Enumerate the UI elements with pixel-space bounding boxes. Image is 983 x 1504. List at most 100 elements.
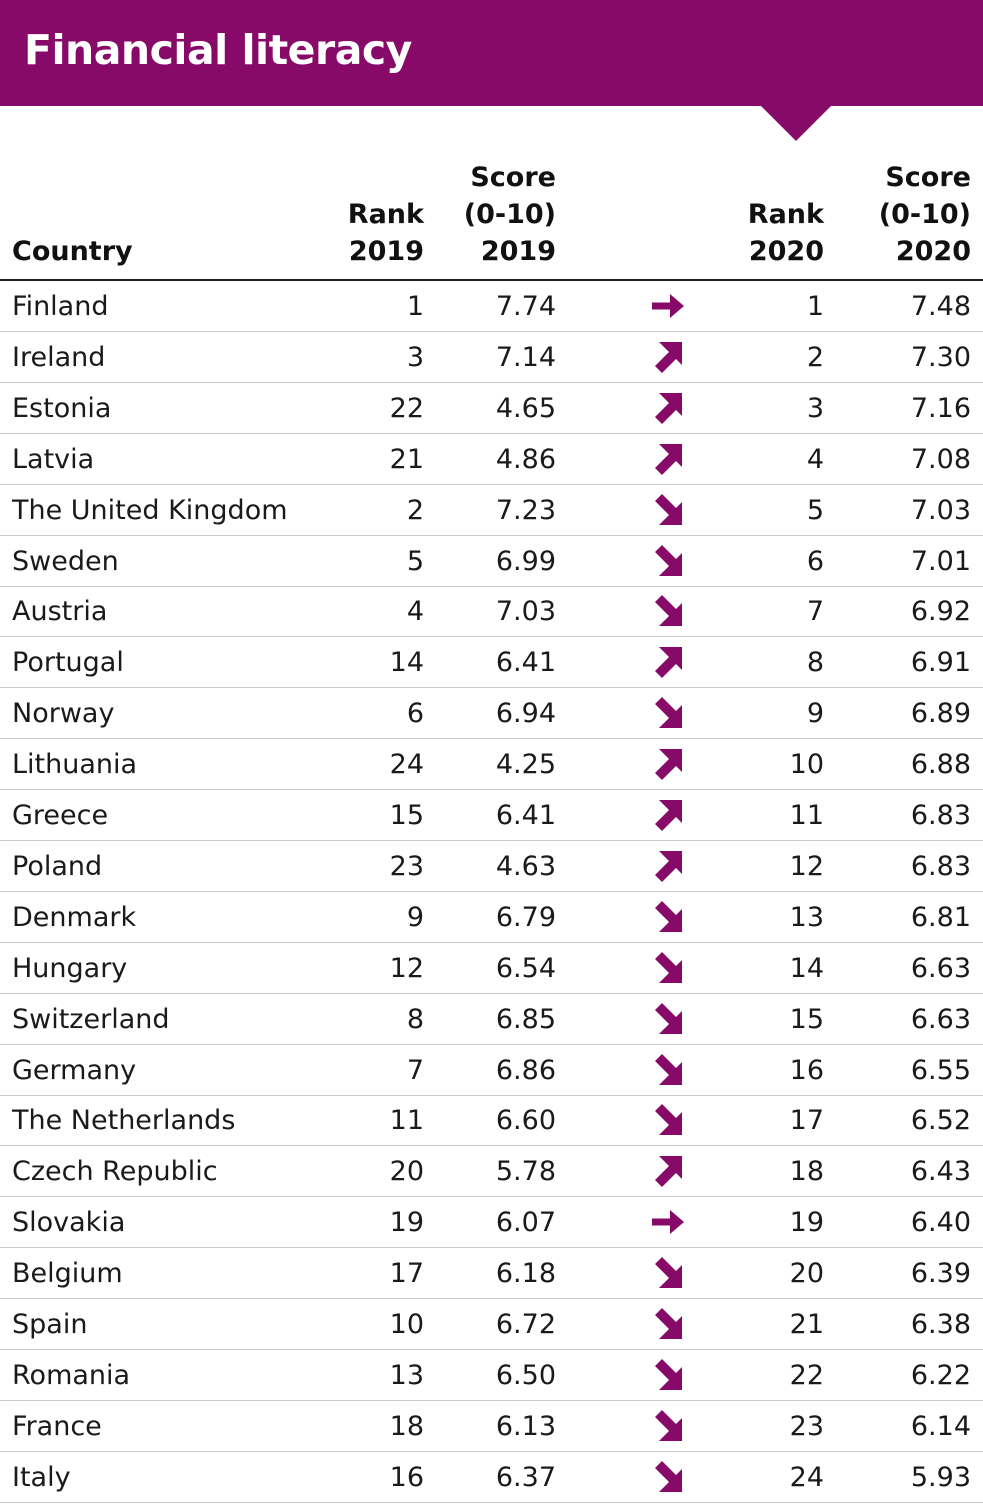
header-rank-2019: Rank 2019	[347, 199, 424, 267]
table-row: Ireland 3 7.14 2 7.30	[0, 332, 983, 383]
score-2019-cell: 6.72	[495, 1309, 556, 1340]
score-2019-cell: 6.85	[495, 1003, 556, 1035]
country-cell: Ireland	[12, 341, 106, 373]
row-divider	[0, 738, 983, 740]
country-cell: Italy	[12, 1461, 71, 1493]
rank-2020-cell: 12	[789, 850, 824, 882]
score-2020-cell: 5.93	[910, 1461, 971, 1493]
rank-2020-cell: 10	[789, 749, 824, 781]
country-cell: Finland	[12, 291, 109, 322]
country-cell: The Netherlands	[12, 1105, 236, 1137]
score-2020-cell: 6.83	[910, 800, 971, 831]
score-2019-cell: 6.99	[495, 545, 556, 577]
rank-2020-cell: 1	[806, 291, 824, 322]
rank-2020-cell: 16	[789, 1054, 824, 1086]
country-cell: Czech Republic	[12, 1156, 218, 1188]
score-2019-cell: 5.78	[495, 1156, 556, 1188]
rank-2019-cell: 18	[389, 1410, 424, 1442]
score-2019-cell: 6.37	[495, 1461, 556, 1493]
score-2020-cell: 7.01	[910, 545, 971, 577]
country-cell: Slovakia	[12, 1207, 126, 1239]
score-2019-cell: 7.74	[495, 291, 556, 322]
table-row: Switzerland 8 6.85 15 6.63	[0, 994, 983, 1045]
rank-2020-cell: 8	[806, 647, 824, 679]
arrow-down-right-icon	[650, 1460, 686, 1493]
row-divider	[0, 1349, 983, 1350]
row-divider	[0, 941, 983, 943]
arrow-up-right-icon	[650, 1155, 686, 1188]
score-2020-cell: 6.89	[910, 698, 971, 730]
table-row: Czech Republic 20 5.78 18 6.43	[0, 1146, 983, 1198]
arrow-down-right-icon	[650, 493, 686, 526]
header-country: Country	[12, 236, 133, 267]
rank-2019-cell: 13	[389, 1359, 424, 1391]
country-cell: Switzerland	[12, 1003, 170, 1035]
score-2020-cell: 6.39	[910, 1258, 971, 1290]
score-2020-cell: 7.48	[910, 291, 971, 322]
arrow-up-right-icon	[650, 341, 686, 373]
country-cell: Romania	[12, 1359, 131, 1391]
row-divider	[0, 1450, 983, 1452]
rank-2019-cell: 1	[406, 291, 424, 322]
table-row: Norway 6 6.94 9 6.89	[0, 688, 983, 740]
arrow-up-right-icon	[650, 443, 686, 475]
table-row: Romania 13 6.50 22 6.22	[0, 1350, 983, 1401]
country-cell: Germany	[12, 1054, 137, 1086]
arrow-down-right-icon	[650, 1053, 686, 1086]
score-2020-cell: 6.83	[910, 850, 971, 882]
rank-2019-cell: 4	[406, 596, 424, 628]
score-2020-cell: 6.63	[910, 952, 971, 984]
rank-2020-cell: 23	[789, 1410, 824, 1442]
table-row: The Netherlands 11 6.60 17 6.52	[0, 1095, 983, 1147]
table-row: France 18 6.13 23 6.14	[0, 1401, 983, 1452]
country-cell: Norway	[12, 698, 115, 730]
table-row: Denmark 9 6.79 13 6.81	[0, 892, 983, 943]
row-divider	[0, 1094, 983, 1096]
rank-2020-cell: 6	[806, 545, 824, 577]
rank-2019-cell: 10	[389, 1309, 424, 1340]
row-divider	[0, 840, 983, 841]
arrow-up-right-icon	[650, 748, 686, 781]
rank-2019-cell: 9	[406, 901, 424, 933]
rank-2020-cell: 15	[789, 1003, 824, 1035]
arrow-down-right-icon	[650, 900, 686, 933]
table-row: The United Kingdom 2 7.23 5 7.03	[0, 485, 983, 536]
header-score-2019: Score (0-10) 2019	[463, 162, 556, 267]
score-2020-cell: 6.40	[910, 1207, 971, 1239]
row-divider	[0, 1043, 983, 1045]
row-divider	[0, 1298, 983, 1300]
rank-2019-cell: 20	[389, 1156, 424, 1188]
table-row: Finland 1 7.74 1 7.48	[0, 281, 983, 332]
score-2019-cell: 4.63	[495, 850, 556, 882]
country-cell: Sweden	[12, 545, 119, 577]
country-cell: Portugal	[12, 647, 124, 679]
score-2019-cell: 6.07	[495, 1207, 556, 1239]
country-cell: Lithuania	[12, 749, 138, 781]
header-divider	[0, 279, 983, 281]
score-2020-cell: 6.55	[910, 1054, 971, 1086]
score-2020-cell: 6.52	[910, 1105, 971, 1137]
banner-pointer	[760, 105, 832, 141]
rank-2020-cell: 5	[806, 494, 824, 526]
score-2019-cell: 6.50	[495, 1359, 556, 1391]
arrow-down-right-icon	[650, 1409, 686, 1442]
arrow-up-right-icon	[650, 850, 686, 882]
rank-2019-cell: 8	[406, 1003, 424, 1035]
table-row: Germany 7 6.86 16 6.55	[0, 1045, 983, 1096]
rank-2020-cell: 21	[789, 1309, 824, 1340]
arrow-right-icon	[650, 290, 686, 322]
arrow-down-right-icon	[650, 1002, 686, 1035]
row-divider	[0, 331, 983, 332]
score-2020-cell: 6.63	[910, 1003, 971, 1035]
arrow-down-right-icon	[650, 1257, 686, 1289]
table-row: Latvia 21 4.86 4 7.08	[0, 434, 983, 485]
rank-2019-cell: 23	[389, 850, 424, 882]
country-cell: France	[12, 1410, 102, 1442]
rank-2019-cell: 2	[406, 494, 424, 526]
score-2019-cell: 6.60	[495, 1105, 556, 1137]
score-2019-cell: 7.23	[495, 494, 556, 526]
row-divider	[0, 1247, 983, 1249]
table-row: Lithuania 24 4.25 10 6.88	[0, 739, 983, 791]
score-2020-cell: 7.03	[910, 494, 971, 526]
rank-2019-cell: 21	[389, 443, 424, 475]
